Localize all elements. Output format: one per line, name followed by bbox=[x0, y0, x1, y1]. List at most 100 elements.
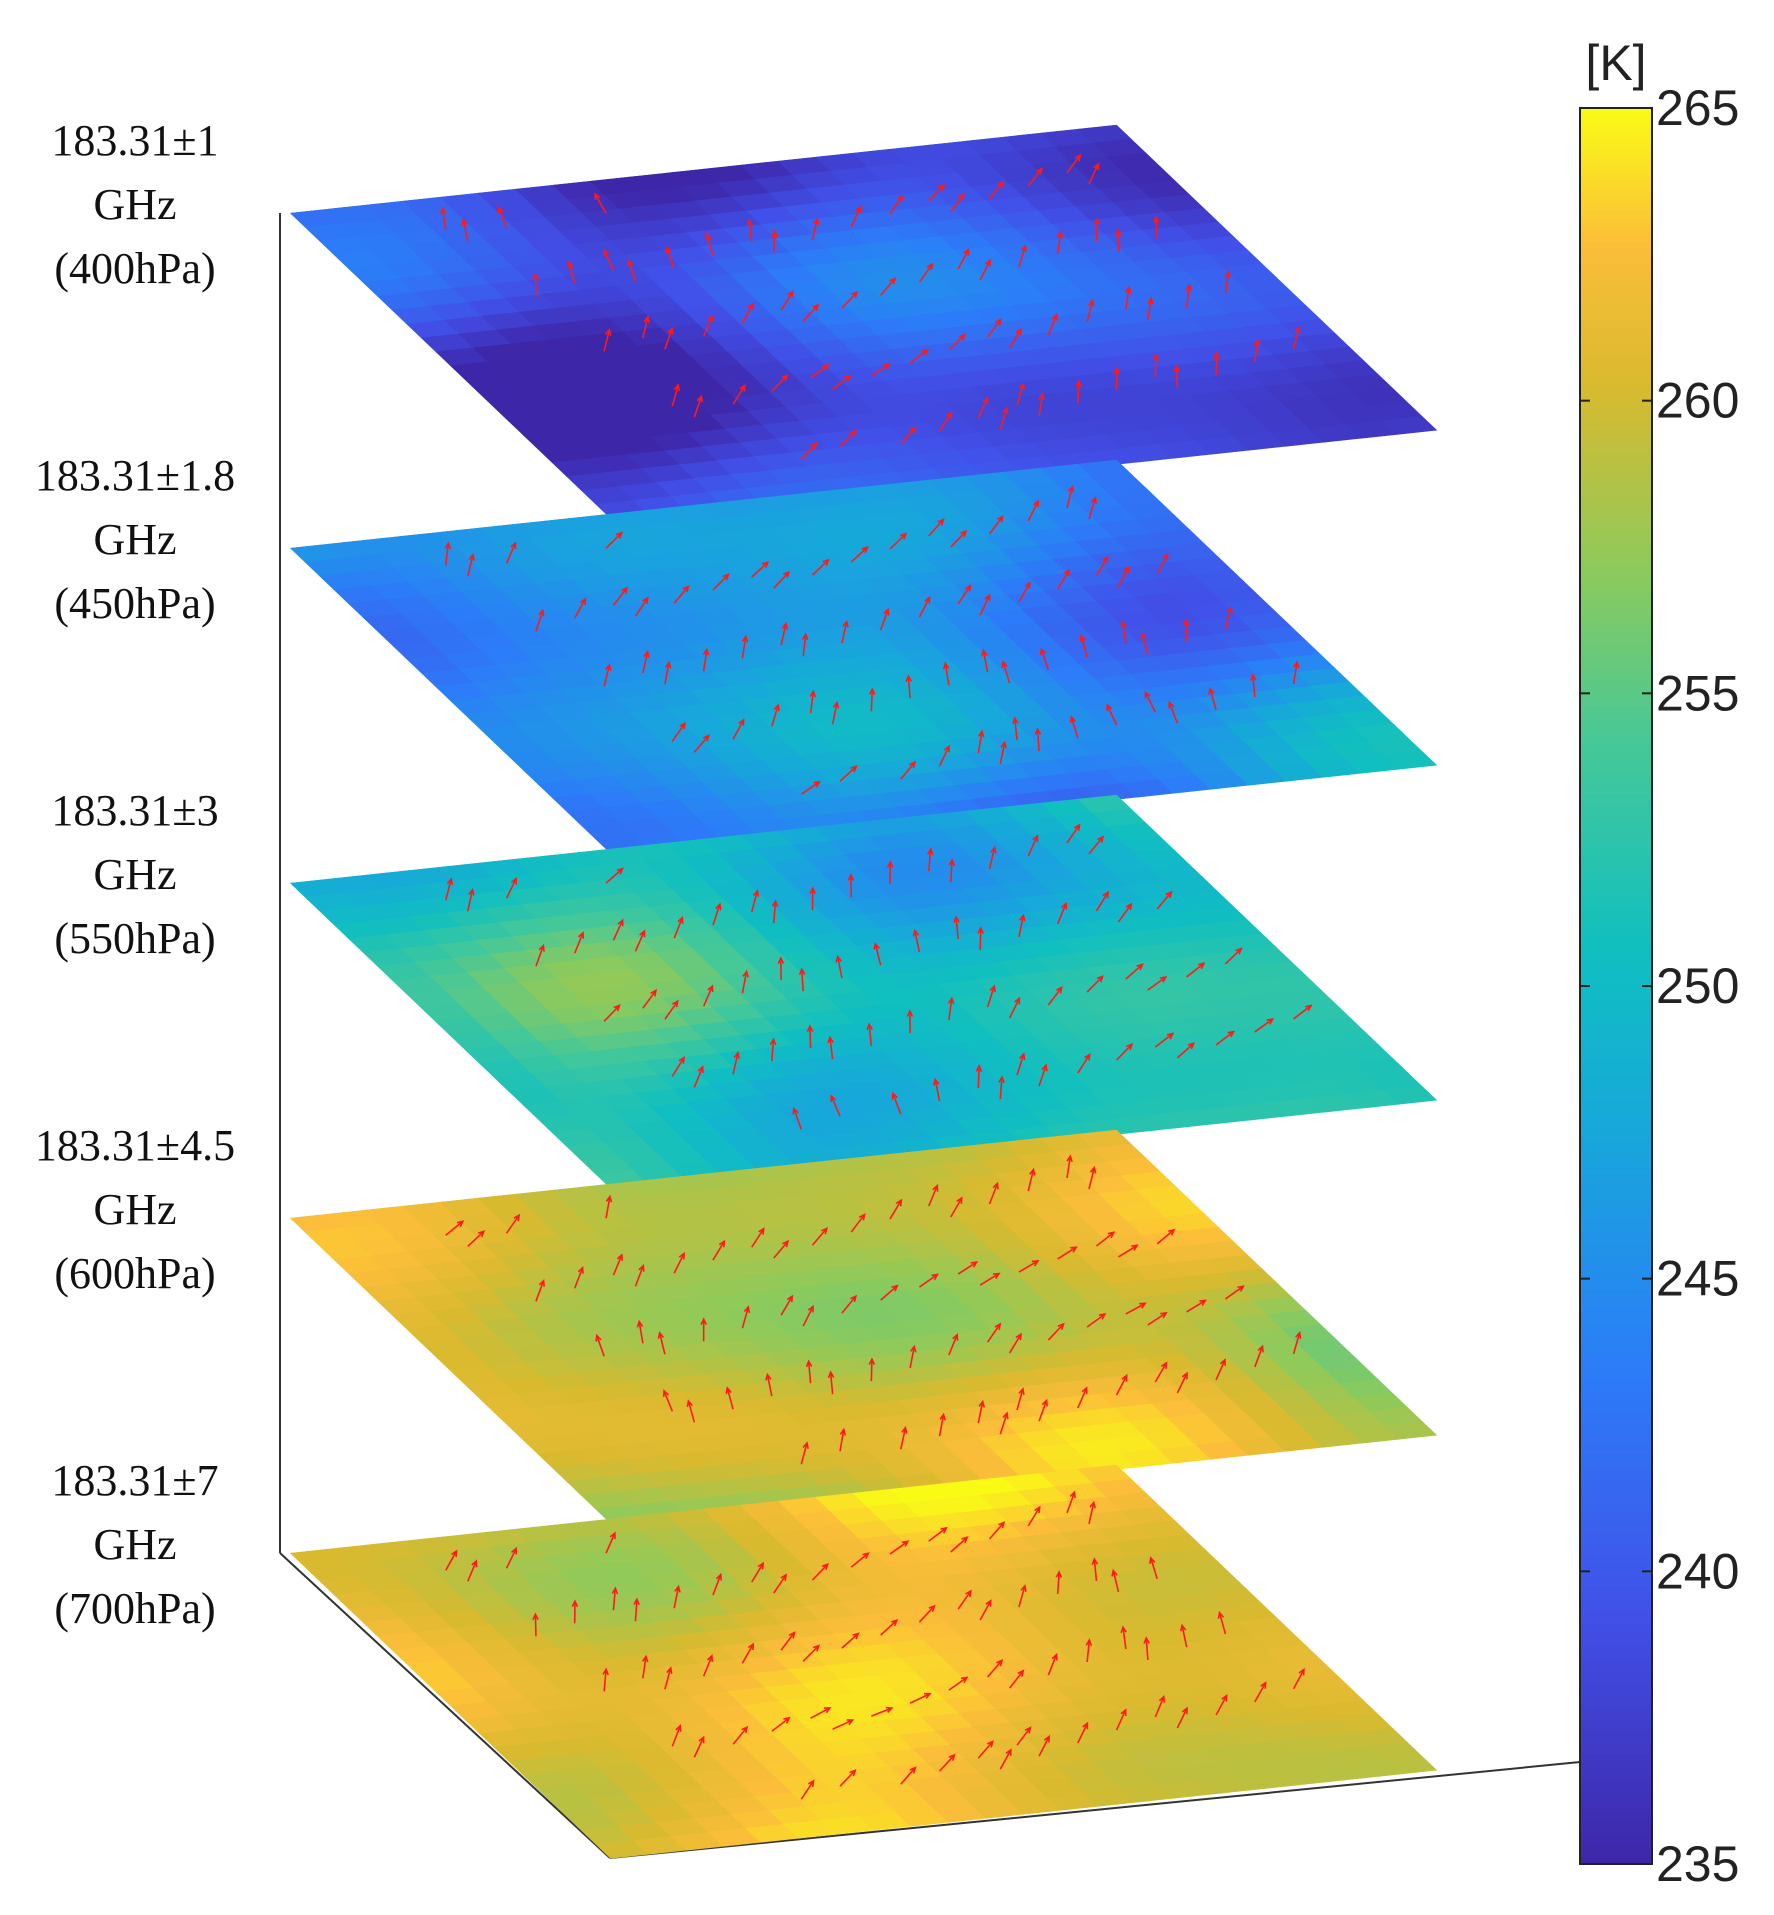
heat-cell bbox=[562, 684, 617, 703]
heat-cell bbox=[922, 295, 978, 315]
heat-cell bbox=[400, 1279, 455, 1298]
wind-arrow bbox=[1027, 1506, 1041, 1527]
heat-cell bbox=[885, 299, 940, 319]
heat-cell bbox=[622, 662, 678, 682]
wind-arrow-head bbox=[1237, 1285, 1245, 1292]
heat-cell bbox=[516, 1725, 571, 1744]
wind-arrow bbox=[1027, 168, 1043, 187]
heat-cell bbox=[333, 920, 388, 940]
heat-cell bbox=[641, 1134, 696, 1153]
heat-cell bbox=[454, 206, 509, 226]
wind-arrow-head bbox=[722, 573, 730, 581]
heat-cell bbox=[587, 589, 643, 608]
heat-cell bbox=[464, 1045, 519, 1064]
heat-cell bbox=[1023, 527, 1078, 546]
heat-cell bbox=[1189, 1060, 1244, 1080]
heat-cell bbox=[1330, 1411, 1386, 1430]
heat-cell bbox=[883, 1381, 938, 1401]
heat-cell bbox=[896, 860, 951, 880]
heat-cell bbox=[847, 1308, 903, 1328]
wind-arrow-head bbox=[1181, 1371, 1188, 1380]
heat-cell bbox=[1087, 1633, 1142, 1652]
wind-arrow bbox=[1122, 1627, 1127, 1650]
heat-cell bbox=[816, 353, 871, 372]
heat-cell bbox=[852, 483, 907, 503]
heat-cell bbox=[991, 241, 1047, 261]
heat-cell bbox=[319, 571, 374, 591]
wind-arrow-head bbox=[851, 290, 859, 299]
heat-cell bbox=[745, 1823, 800, 1843]
heat-cell bbox=[1241, 735, 1296, 754]
heat-cell bbox=[1255, 749, 1311, 768]
heat-cell bbox=[1008, 178, 1063, 198]
heat-cell bbox=[681, 1722, 736, 1742]
heat-cell bbox=[608, 313, 663, 333]
heat-cell bbox=[866, 440, 921, 459]
wind-arrow bbox=[642, 316, 649, 339]
heat-cell bbox=[556, 1308, 611, 1328]
heat-cell bbox=[1150, 529, 1205, 548]
wind-arrow bbox=[934, 1079, 941, 1102]
heat-cell bbox=[602, 1273, 657, 1292]
heat-cell bbox=[1243, 1662, 1298, 1682]
heat-cell bbox=[1368, 1407, 1423, 1426]
heat-cell bbox=[402, 1536, 457, 1556]
heat-cell bbox=[954, 1250, 1009, 1270]
layer-label-line: GHz bbox=[93, 850, 176, 899]
wind-arrow bbox=[1088, 836, 1104, 855]
wind-arrow bbox=[1018, 245, 1027, 268]
heat-cell bbox=[585, 1671, 640, 1691]
heat-cell bbox=[1105, 1100, 1161, 1119]
heat-cell bbox=[860, 394, 915, 414]
heat-cell bbox=[949, 1405, 1005, 1425]
heat-cell bbox=[1316, 1397, 1371, 1416]
heat-cell bbox=[506, 1221, 561, 1241]
heat-cell bbox=[792, 840, 847, 860]
heat-cell bbox=[1150, 194, 1205, 213]
wind-arrow-head bbox=[982, 396, 989, 405]
wind-arrow bbox=[948, 998, 953, 1021]
heat-cell bbox=[777, 826, 832, 846]
wind-arrow bbox=[1115, 1709, 1127, 1731]
wind-arrow-head bbox=[538, 1278, 545, 1287]
heat-cell bbox=[450, 696, 505, 715]
wind-arrow bbox=[535, 945, 545, 967]
heat-cell bbox=[1237, 1282, 1292, 1301]
heat-cell bbox=[948, 1205, 1003, 1224]
heat-cell bbox=[974, 1645, 1030, 1664]
heat-cell bbox=[464, 1380, 519, 1399]
heat-cell bbox=[1058, 1270, 1113, 1290]
heat-cell bbox=[1249, 703, 1305, 723]
heat-cell bbox=[556, 303, 611, 323]
wind-arrow bbox=[900, 761, 916, 780]
heat-cell bbox=[717, 513, 772, 533]
wind-arrow bbox=[850, 1552, 869, 1568]
heat-cell bbox=[1014, 894, 1070, 913]
heat-cell bbox=[845, 1050, 901, 1070]
heat-cell bbox=[1020, 939, 1076, 959]
wind-arrow bbox=[1154, 354, 1157, 378]
heat-cell bbox=[641, 1804, 696, 1823]
heat-cell bbox=[625, 250, 680, 269]
wind-arrow bbox=[780, 291, 794, 311]
wind-arrow-head bbox=[1126, 1042, 1134, 1051]
wind-arrow-head bbox=[1089, 1500, 1096, 1509]
wind-arrow bbox=[1016, 1727, 1031, 1746]
heat-cell bbox=[687, 1098, 742, 1118]
heat-cell bbox=[910, 1209, 966, 1228]
heat-cell bbox=[929, 1011, 984, 1030]
heat-cell bbox=[668, 1296, 724, 1316]
heat-cell bbox=[1324, 1365, 1380, 1385]
wind-arrow-head bbox=[571, 1599, 579, 1608]
heat-cell bbox=[775, 904, 830, 923]
heat-cell bbox=[941, 767, 996, 786]
wind-arrow bbox=[702, 315, 714, 337]
heat-cell bbox=[729, 1274, 784, 1294]
heat-cell bbox=[1255, 1754, 1311, 1773]
heat-cell bbox=[627, 1177, 682, 1197]
heat-cell bbox=[1106, 1157, 1161, 1177]
heat-cell bbox=[977, 1233, 1032, 1252]
wind-arrow-head bbox=[777, 956, 785, 964]
heat-cell bbox=[1191, 983, 1246, 1002]
heat-cell bbox=[304, 892, 359, 912]
